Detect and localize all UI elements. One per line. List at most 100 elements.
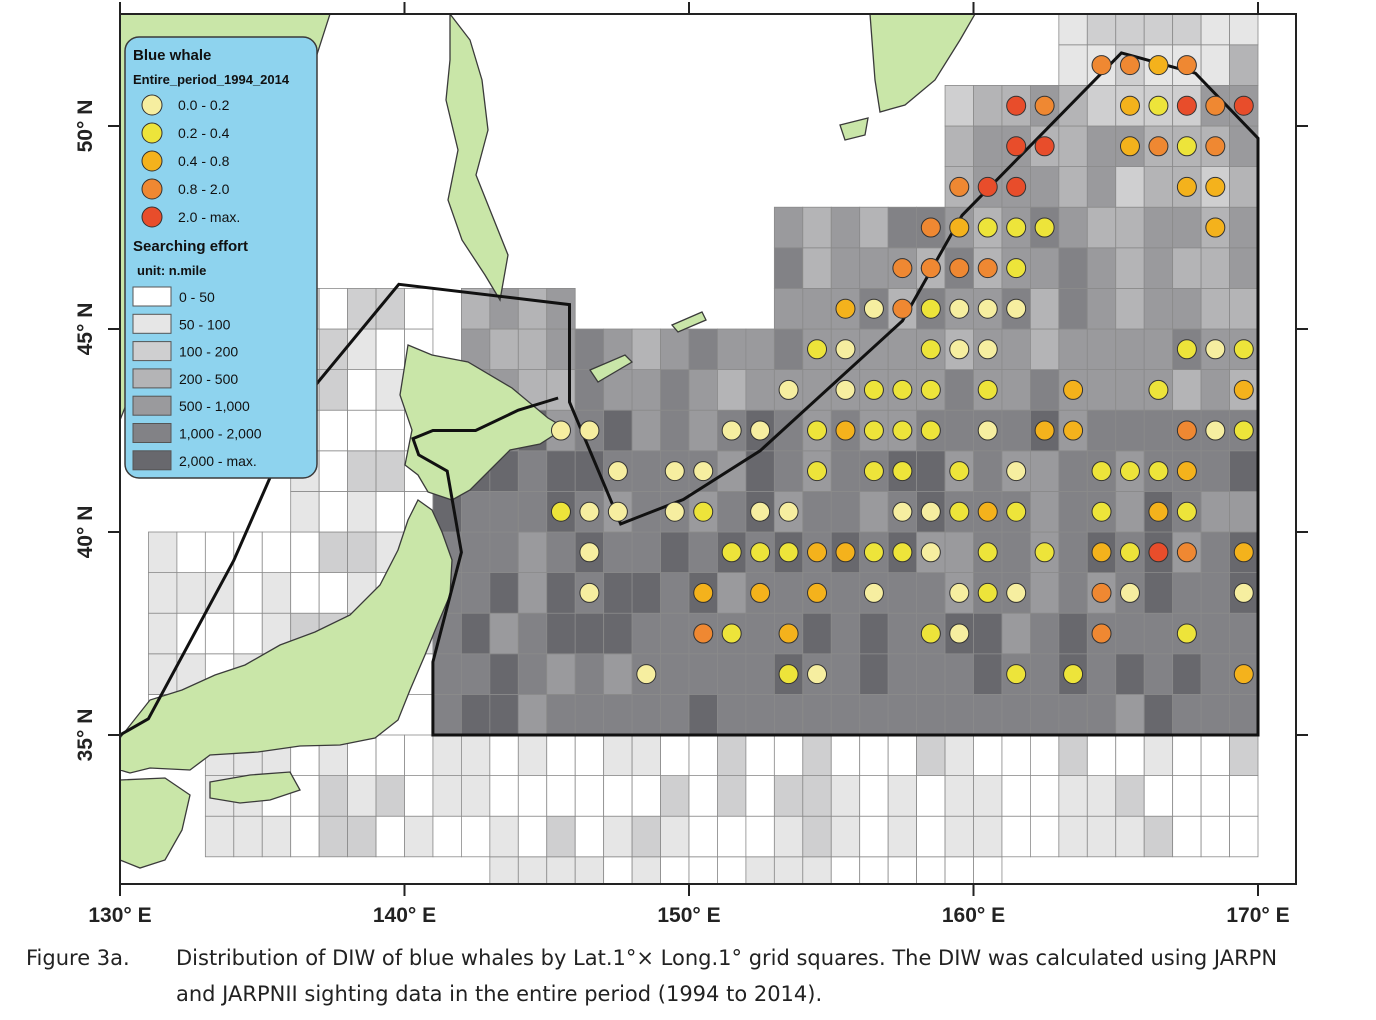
effort-cell — [944, 369, 974, 411]
diw-circle — [863, 582, 884, 603]
effort-cell — [1229, 247, 1259, 289]
effort-cell — [1229, 612, 1259, 655]
diw-circle — [1063, 664, 1084, 685]
x-tick-label: 170° E — [1226, 904, 1289, 927]
effort-cell — [944, 653, 974, 695]
distribution-map: 130° E 140° E 150° E 160° E 170° E 35° N 40° N… — [74, 2, 1308, 927]
diw-circle — [1176, 542, 1197, 563]
effort-cell — [603, 694, 633, 736]
diw-circle — [977, 582, 998, 603]
effort-cell — [517, 694, 548, 736]
effort-cell — [916, 572, 946, 614]
diw-circle — [892, 258, 913, 279]
effort-cell — [1143, 815, 1174, 858]
effort-cell — [347, 815, 377, 858]
effort-cell — [1030, 369, 1060, 411]
effort-cell — [1058, 14, 1088, 46]
effort-cell — [1143, 694, 1174, 736]
effort-cell — [859, 775, 889, 817]
effort-cell — [517, 775, 548, 817]
diw-circle — [1091, 461, 1112, 482]
effort-cell — [944, 775, 974, 817]
effort-cell — [233, 815, 263, 858]
diw-circle — [750, 501, 771, 522]
effort-cell — [603, 815, 633, 858]
effort-cell — [1058, 166, 1088, 208]
land-hokkaido — [399, 344, 567, 501]
effort-cell — [1030, 572, 1060, 614]
effort-cell — [745, 612, 775, 655]
diw-circle — [664, 461, 685, 482]
effort-cell — [773, 572, 804, 614]
effort-cell — [1143, 166, 1174, 208]
effort-cell — [1058, 612, 1088, 655]
effort-cell — [830, 247, 861, 289]
effort-cell — [973, 85, 1003, 127]
effort-grid — [148, 14, 1259, 884]
effort-cell — [887, 653, 918, 695]
effort-cell — [1229, 734, 1259, 776]
effort-cell — [1030, 490, 1060, 533]
effort-cell — [489, 612, 519, 655]
effort-cell — [717, 450, 747, 492]
diw-circle — [1233, 420, 1254, 441]
effort-cell — [1143, 14, 1174, 46]
effort-cell — [944, 531, 974, 573]
effort-cell — [973, 125, 1003, 167]
diw-circle — [835, 298, 856, 319]
diw-circle — [1205, 420, 1226, 441]
effort-cell — [375, 409, 405, 452]
diw-circle — [1176, 461, 1197, 482]
effort-cell — [460, 653, 491, 695]
effort-cell — [660, 531, 690, 573]
effort-cell — [517, 531, 548, 573]
effort-cell — [1143, 612, 1174, 655]
effort-cell — [859, 490, 889, 533]
map-frame — [119, 13, 1297, 885]
diw-circle — [750, 420, 771, 441]
y-tick-label: 35° N — [74, 709, 97, 762]
effort-cell — [631, 531, 661, 573]
land-shikoku — [209, 771, 301, 804]
diw-circle — [1205, 339, 1226, 360]
effort-cell — [688, 815, 718, 858]
effort-cell — [830, 450, 861, 492]
diw-circle — [1006, 217, 1027, 238]
diw-circle — [835, 542, 856, 563]
diw-circle — [977, 176, 998, 197]
diw-circle — [863, 420, 884, 441]
effort-cell — [973, 775, 1003, 817]
effort-cell — [973, 653, 1003, 695]
diw-circle — [1119, 55, 1140, 76]
land-kamchatka — [869, 14, 976, 113]
effort-cell — [603, 775, 633, 817]
effort-cell — [830, 775, 861, 817]
land-kyushu — [120, 777, 191, 869]
effort-cell — [773, 775, 804, 817]
effort-cell — [802, 247, 832, 289]
effort-cell — [460, 734, 491, 776]
effort-cell — [1086, 694, 1117, 736]
diw-circle — [1091, 501, 1112, 522]
effort-cell — [1115, 328, 1145, 370]
effort-cell — [432, 734, 462, 776]
effort-cell — [318, 572, 348, 614]
legend-effort-label: 500 - 1,000 — [179, 398, 250, 414]
effort-cell — [1086, 775, 1117, 817]
effort-cell — [1115, 490, 1145, 533]
effort-cell — [603, 572, 633, 614]
effort-cell — [546, 572, 576, 614]
effort-cell — [574, 612, 605, 655]
effort-cell — [1172, 369, 1202, 411]
effort-cell — [916, 450, 946, 492]
effort-cell — [916, 653, 946, 695]
effort-cell — [887, 694, 918, 736]
legend-diw-swatch — [141, 94, 163, 116]
diw-circle — [1091, 582, 1112, 603]
effort-cell — [347, 450, 377, 492]
effort-cell — [973, 612, 1003, 655]
caption-line-2: and JARPNII sighting data in the entire … — [176, 982, 823, 1006]
effort-cell — [318, 531, 348, 573]
effort-cell — [887, 734, 918, 776]
effort-cell — [1001, 531, 1031, 573]
